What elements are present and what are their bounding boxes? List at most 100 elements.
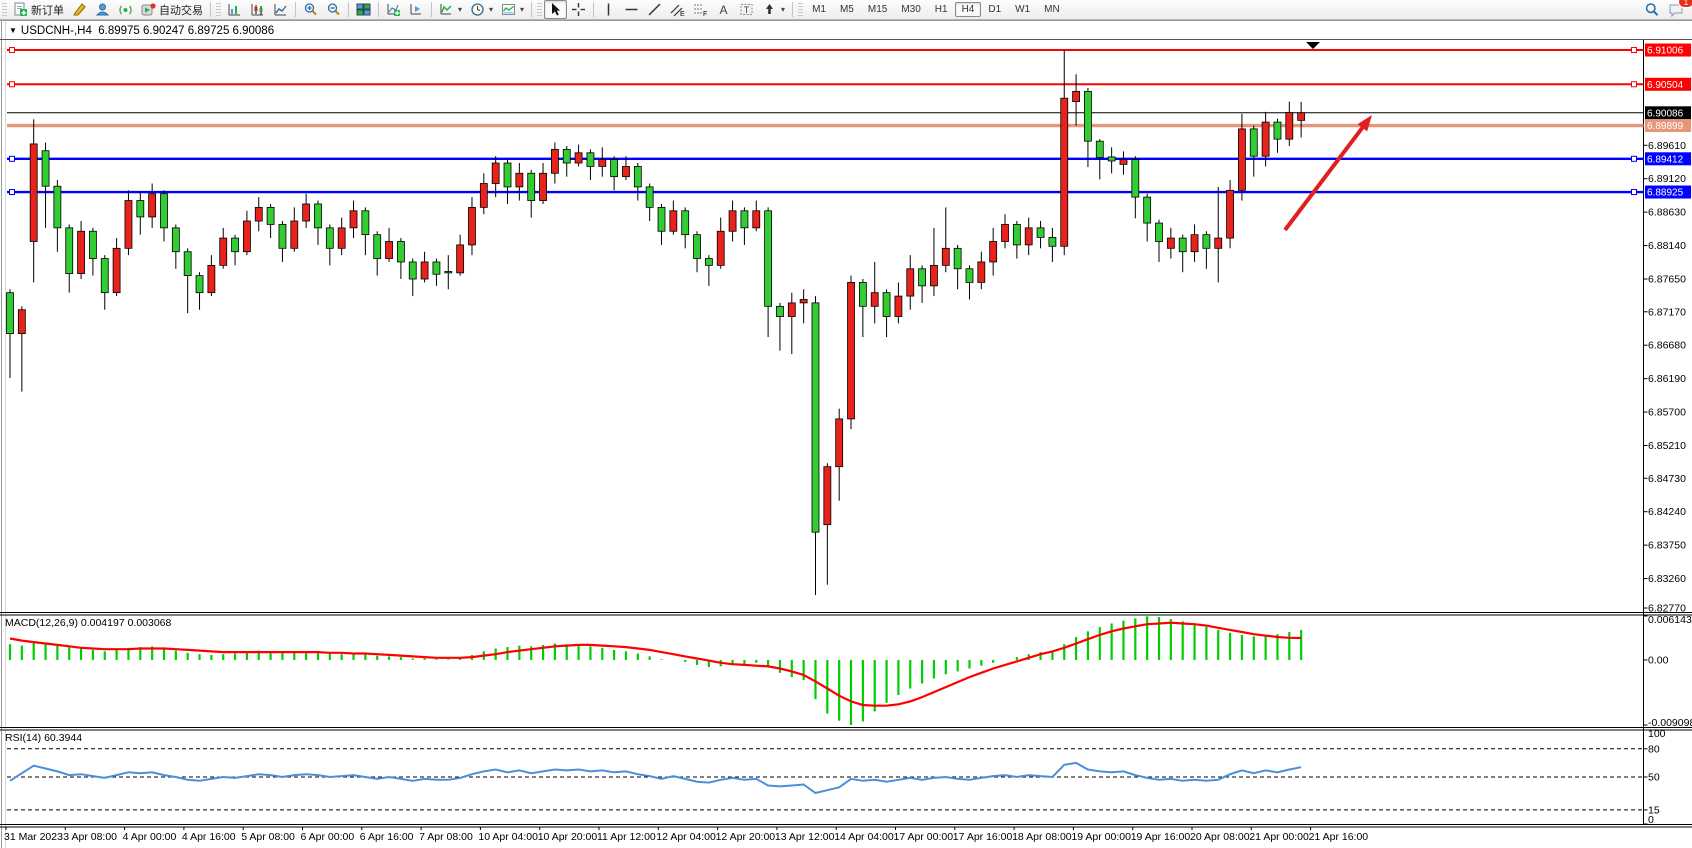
line-anchor-handle[interactable] [1631,155,1637,162]
crosshair-button[interactable] [567,0,590,19]
line-anchor-handle[interactable] [9,81,15,88]
zoom-out-icon [326,2,341,17]
chart-collapse-icon[interactable]: ▼ [9,26,17,35]
svg-text:0.006143: 0.006143 [1648,614,1692,626]
svg-text:6.87650: 6.87650 [1648,274,1686,286]
chart-bars-icon [227,2,242,17]
chart-title: ▼ USDCNH-,H4 6.89975 6.90247 6.89725 6.90… [9,25,274,37]
cursor-icon [548,2,563,17]
chevron-down-icon[interactable]: ▾ [520,5,525,14]
signals-button[interactable] [114,0,137,19]
timeframe-d1-button[interactable]: D1 [988,4,1002,15]
horizontal-line-button[interactable] [620,0,643,19]
svg-text:6.84240: 6.84240 [1648,506,1686,518]
svg-text:E: E [680,11,685,17]
chevron-down-icon[interactable]: ▾ [458,5,463,14]
chart-candles-button[interactable] [246,0,269,19]
zoom-out-button[interactable] [322,0,345,19]
templates-icon [501,2,516,17]
new-order-button[interactable]: 新订单 [9,0,68,20]
trend-arrow-annotation[interactable] [1283,123,1367,232]
time-axis-label: 17 Apr 16:00 [953,831,1013,843]
time-axis-label: 13 Apr 12:00 [775,831,835,843]
chart-candles-icon [250,2,265,17]
timeframe-m1-button[interactable]: M1 [812,4,826,15]
svg-text:6.86680: 6.86680 [1648,340,1686,352]
time-axis-label: 21 Apr 16:00 [1309,831,1369,843]
line-anchor-handle[interactable] [9,47,15,54]
profiles-icon [409,2,424,17]
vertical-line-button[interactable] [597,0,620,19]
line-anchor-handle[interactable] [1631,47,1637,54]
line-anchor-handle[interactable] [1631,81,1637,88]
time-axis-label: 5 Apr 08:00 [241,831,295,843]
timeframe-m30-button[interactable]: M30 [901,4,921,15]
time-axis-label: 12 Apr 20:00 [716,831,776,843]
toolbar-drag-handle[interactable] [2,2,7,17]
timeframe-h4-button[interactable]: H4 [954,2,982,17]
toolbar-separator [792,2,794,17]
styler-button[interactable] [68,0,91,19]
svg-text:6.85210: 6.85210 [1648,440,1686,452]
periods-icon [470,2,485,17]
svg-text:6.90504: 6.90504 [1647,80,1684,91]
indicators-icon [439,2,454,17]
rsi-indicator-label: RSI(14) 60.3944 [5,732,83,744]
chart-bars-button[interactable] [223,0,246,19]
timeframe-mn-button[interactable]: MN [1044,4,1060,15]
svg-text:6.91006: 6.91006 [1647,46,1684,57]
time-axis-label: 31 Mar 2023 [4,831,63,843]
channel-icon: E [670,2,685,17]
toolbar-drag-handle[interactable] [537,2,543,17]
time-axis-label: 11 Apr 12:00 [597,831,656,843]
timeframe-m5-button[interactable]: M5 [839,4,854,15]
zoom-in-button[interactable] [299,0,322,19]
arrows-button[interactable]: ▾ [758,0,789,19]
arrows-icon [762,2,777,17]
trendline-button[interactable] [643,0,666,19]
svg-text:6.84730: 6.84730 [1648,473,1686,485]
zoom-in-icon [303,2,318,17]
equidistant-channel-button[interactable]: E [666,0,689,19]
text-button[interactable]: A [712,0,735,19]
templates-button[interactable]: ▾ [497,0,528,19]
profiles-button[interactable] [405,0,428,19]
svg-text:6.88925: 6.88925 [1647,188,1684,199]
hline-icon [624,2,639,17]
line-anchor-handle[interactable] [1631,189,1637,196]
periods-button[interactable]: ▾ [466,0,497,19]
toolbar-separator [348,2,349,17]
community-icon [95,2,110,17]
new-order-icon [13,2,28,17]
line-anchor-handle[interactable] [9,155,15,162]
indicators-button[interactable]: ▾ [435,0,466,19]
timeframe-w1-button[interactable]: W1 [1015,4,1031,15]
tile-windows-button[interactable] [352,0,375,19]
time-axis-label: 4 Apr 00:00 [123,831,177,843]
new-order-button-label: 新订单 [31,4,64,17]
text-icon: A [716,2,731,17]
toolbar-separator [210,2,211,17]
search-button[interactable] [1640,0,1664,20]
cursor-button[interactable] [544,0,568,19]
chevron-down-icon[interactable]: ▾ [781,5,786,14]
chart-line-button[interactable] [269,0,292,19]
time-axis-label: 18 Apr 08:00 [1012,831,1072,843]
fibonacci-button[interactable]: F [689,0,712,19]
autotrading-button[interactable]: 自动交易 [137,0,207,20]
chevron-down-icon[interactable]: ▾ [489,5,494,14]
line-anchor-handle[interactable] [9,189,15,196]
timeframe-m15-button[interactable]: M15 [867,4,888,15]
svg-text:50: 50 [1648,772,1660,784]
time-axis-label: 4 Apr 16:00 [182,831,236,843]
svg-text:6.83260: 6.83260 [1648,573,1686,585]
new-chart-button[interactable] [382,0,405,19]
community-button[interactable] [91,0,114,19]
timeframe-h1-button[interactable]: H1 [934,4,948,15]
text-label-button[interactable]: T [735,0,758,19]
toolbar-drag-handle[interactable] [798,2,804,17]
svg-text:6.83750: 6.83750 [1648,540,1686,552]
toolbar-drag-handle[interactable] [216,2,221,17]
